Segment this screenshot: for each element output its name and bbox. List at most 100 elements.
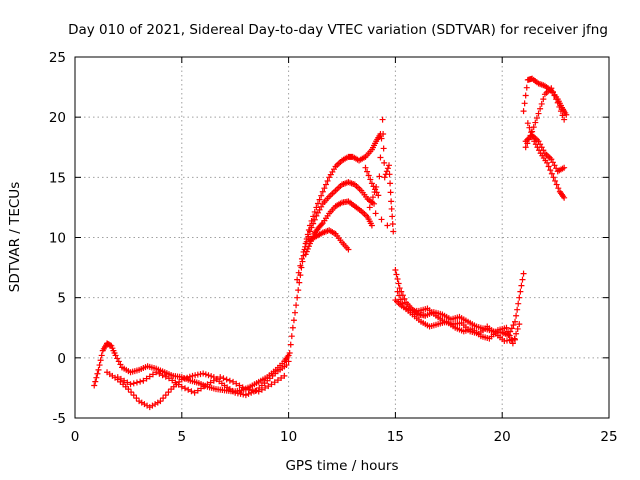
grid-lines (75, 57, 609, 418)
data-point (365, 172, 372, 179)
data-point (234, 390, 241, 397)
data-point (372, 210, 379, 217)
series-trace-d (285, 131, 384, 365)
data-point (185, 386, 192, 393)
data-point (401, 295, 408, 302)
data-point (114, 355, 121, 362)
data-point (242, 392, 249, 399)
data-point (128, 389, 135, 396)
data-point (303, 248, 310, 255)
data-point (242, 386, 249, 393)
data-point (295, 269, 302, 276)
data-point (377, 154, 384, 161)
data-point (389, 220, 396, 227)
y-tick-label: 0 (57, 351, 66, 367)
data-point (314, 209, 321, 216)
data-point (278, 374, 285, 381)
data-point (512, 318, 519, 325)
data-point (240, 391, 247, 398)
data-point (189, 372, 196, 379)
data-point (563, 111, 570, 118)
data-point (194, 387, 201, 394)
data-point (149, 371, 156, 378)
data-point (94, 370, 101, 377)
data-point (514, 306, 521, 313)
data-point (153, 369, 160, 376)
series-trace-b (104, 362, 290, 411)
data-point (556, 103, 563, 110)
data-point (322, 181, 329, 188)
data-point (210, 377, 217, 384)
data-point (549, 159, 556, 166)
data-point (553, 181, 560, 188)
data-point (512, 336, 519, 343)
data-point (387, 180, 394, 187)
data-point (287, 341, 294, 348)
data-point (394, 276, 401, 283)
data-point (362, 164, 369, 171)
data-point (530, 124, 537, 131)
data-point (233, 380, 240, 387)
data-point (553, 96, 560, 103)
data-point (302, 251, 309, 258)
data-point (204, 381, 211, 388)
data-point (384, 222, 391, 229)
data-point (380, 145, 387, 152)
data-point (390, 228, 397, 235)
data-point (305, 243, 312, 250)
data-point (127, 381, 134, 388)
data-point (121, 377, 128, 384)
data-point (519, 276, 526, 283)
data-point (364, 168, 371, 175)
data-point (137, 378, 144, 385)
data-point (239, 384, 246, 391)
data-point (375, 192, 382, 199)
data-point (96, 362, 103, 369)
data-point (378, 135, 385, 142)
data-point (249, 387, 256, 394)
data-point (93, 374, 100, 381)
x-axis-label: GPS time / hours (285, 458, 398, 474)
data-point (304, 245, 311, 252)
data-point (297, 262, 304, 269)
data-point (293, 302, 300, 309)
data-point (310, 220, 317, 227)
data-point (520, 108, 527, 115)
data-point (181, 375, 188, 382)
data-point (130, 380, 137, 387)
x-tick-label: 20 (494, 429, 511, 445)
data-point (318, 221, 325, 228)
data-point (524, 120, 531, 127)
data-point (371, 189, 378, 196)
data-point (385, 162, 392, 169)
data-point (107, 342, 114, 349)
data-point (192, 372, 199, 379)
data-point (162, 373, 169, 380)
data-point (157, 398, 164, 405)
series-trace-a (91, 340, 292, 395)
data-point (294, 294, 301, 301)
data-point (561, 164, 568, 171)
data-point (388, 205, 395, 212)
data-point (516, 294, 523, 301)
data-point (98, 352, 105, 359)
data-point (386, 171, 393, 178)
data-point (188, 388, 195, 395)
data-point (368, 199, 375, 206)
data-point (313, 204, 320, 211)
data-point (294, 276, 301, 283)
data-point (308, 224, 315, 231)
data-point (285, 358, 292, 365)
data-point (381, 159, 388, 166)
data-point (516, 321, 523, 328)
data-point (117, 375, 124, 382)
data-point (182, 385, 189, 392)
data-point (531, 138, 538, 145)
data-point (146, 373, 153, 380)
data-point (545, 163, 552, 170)
data-point (274, 377, 281, 384)
chart-title: Day 010 of 2021, Sidereal Day-to-day VTE… (68, 22, 608, 38)
data-point (384, 165, 391, 172)
y-tick-label: 20 (49, 110, 66, 126)
data-point (383, 168, 390, 175)
